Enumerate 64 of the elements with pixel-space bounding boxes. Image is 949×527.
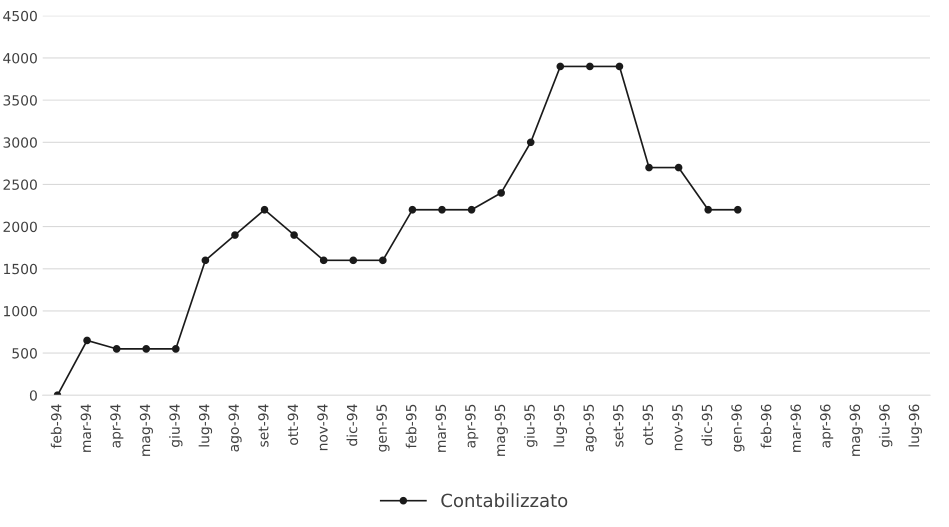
x-tick-label: ott-94 (288, 404, 298, 445)
point (172, 345, 180, 353)
x-tick-label: feb-95 (406, 404, 416, 448)
x-tick-label: feb-96 (760, 404, 772, 448)
x-tick-label: gen-96 (731, 404, 744, 452)
point (556, 62, 564, 70)
x-tick-label: ago-95 (583, 404, 597, 452)
point (616, 62, 624, 70)
x-tick-label: mar-95 (436, 404, 446, 452)
x-tick-label: gen-95 (376, 404, 390, 452)
point (231, 231, 239, 239)
x-tick-label: giu-96 (878, 404, 892, 447)
x-tick-label: ott-95 (642, 404, 654, 445)
y-tick-label: 2500 (4, 179, 37, 190)
y-tick-label: 1000 (4, 306, 37, 316)
point (674, 164, 682, 172)
x-tick-label: mag-96 (850, 404, 863, 456)
point (290, 231, 298, 239)
x-tick-label: nov-94 (317, 404, 328, 450)
y-tick-label: 0 (30, 390, 37, 401)
x-tick-label: set-95 (612, 404, 624, 447)
point (586, 62, 594, 70)
point (645, 164, 653, 172)
point (468, 206, 476, 214)
x-tick-label: dic-95 (701, 404, 712, 446)
point (438, 206, 446, 214)
point (704, 206, 712, 214)
x-tick-label: apr-96 (820, 404, 834, 448)
y-tick-label: 4000 (3, 52, 37, 64)
y-tick-label: 4500 (3, 10, 37, 22)
x-tick-label: mar-96 (790, 404, 801, 452)
x-tick-label: lug-94 (198, 404, 212, 446)
x-tick-label: nov-95 (672, 404, 683, 450)
x-tick-label: giu-94 (169, 404, 183, 447)
x-tick-label: mag-94 (140, 404, 153, 456)
point (497, 189, 505, 197)
x-tick-label: apr-95 (465, 404, 478, 448)
x-tick-label: lug-95 (554, 404, 568, 446)
y-tick-label: 3500 (4, 95, 37, 106)
x-tick-label: giu-95 (524, 404, 538, 447)
x-tick-label: feb-94 (50, 404, 62, 448)
x-tick-label: set-94 (258, 404, 269, 447)
point (112, 345, 120, 353)
y-tick-label: 2000 (4, 222, 37, 232)
x-tick-label: mar-94 (80, 404, 92, 452)
y-tick-label: 3000 (4, 137, 37, 148)
point (408, 206, 416, 214)
point (83, 336, 91, 344)
point (320, 256, 328, 264)
point (142, 345, 150, 353)
y-tick-label: 1500 (4, 264, 37, 274)
point (379, 256, 387, 264)
x-tick-label: dic-94 (346, 404, 358, 446)
y-tick-label: 500 (12, 348, 37, 359)
x-tick-label: mag-95 (494, 404, 508, 456)
point (349, 256, 358, 264)
x-tick-label: apr-94 (110, 404, 124, 448)
point (202, 256, 210, 264)
legend-label: Contabilizzato (441, 493, 568, 508)
point (260, 206, 268, 214)
x-tick-label: ago-94 (228, 404, 242, 452)
point (734, 206, 742, 214)
x-tick-label: lug-96 (908, 404, 922, 446)
point (526, 138, 535, 146)
